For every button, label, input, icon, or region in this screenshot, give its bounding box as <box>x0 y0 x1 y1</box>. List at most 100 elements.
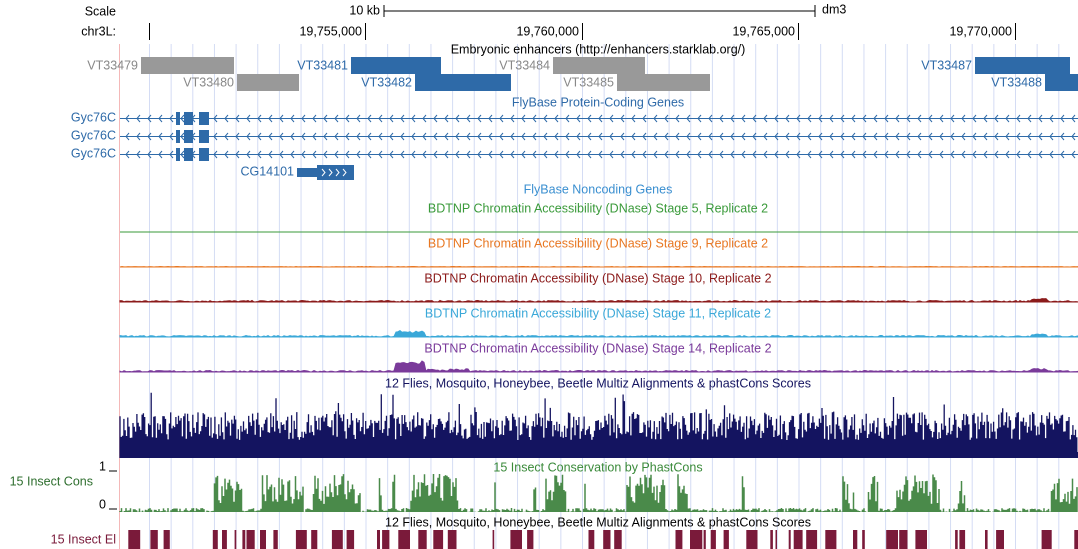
element <box>1041 530 1052 549</box>
exon <box>199 130 209 143</box>
grid <box>149 44 1060 549</box>
exon <box>176 112 180 125</box>
element <box>377 530 380 549</box>
track-title: BDTNP Chromatin Accessibility (DNase) St… <box>424 271 771 285</box>
enhancer <box>1045 74 1078 91</box>
exon <box>184 112 193 125</box>
enhancer <box>415 74 511 91</box>
exon <box>199 148 209 161</box>
element <box>242 530 246 549</box>
element <box>985 530 988 549</box>
enhancer <box>553 57 645 74</box>
track-title: 12 Flies, Mosquito, Honeybee, Beetle Mul… <box>385 376 811 390</box>
signal <box>119 298 1078 303</box>
element <box>806 530 818 549</box>
element <box>492 530 495 549</box>
track-title: BDTNP Chromatin Accessibility (DNase) St… <box>428 236 768 250</box>
element <box>788 530 791 549</box>
element <box>853 530 858 549</box>
element <box>398 530 410 549</box>
enhancer-label: VT33488 <box>991 75 1042 89</box>
enhancer <box>351 57 441 74</box>
track-title: 12 Flies, Mosquito, Honeybee, Beetle Mul… <box>385 515 811 529</box>
element <box>273 530 278 549</box>
track-label: 15 Insect El <box>51 532 116 546</box>
enhancer-label: VT33479 <box>87 58 138 72</box>
scale-size: 10 kb <box>349 3 380 17</box>
element <box>234 530 237 549</box>
element <box>770 530 773 549</box>
strand-arrows <box>321 168 347 177</box>
scale-label: Scale <box>85 4 116 18</box>
element <box>447 530 457 549</box>
element <box>150 530 158 549</box>
track-title: 15 Insect Conservation by PhastCons <box>493 460 702 474</box>
element <box>163 530 170 549</box>
element <box>955 530 958 549</box>
gene-line <box>120 132 1078 141</box>
enhancer-label: VT33481 <box>297 58 348 72</box>
gene-line <box>120 114 1078 123</box>
scale-bar <box>383 5 816 17</box>
element <box>675 530 683 549</box>
scale-min: 0 <box>99 497 106 511</box>
element <box>886 530 898 549</box>
element <box>212 530 218 549</box>
element <box>746 530 758 549</box>
track-title: BDTNP Chromatin Accessibility (DNase) St… <box>424 341 771 355</box>
element <box>331 530 343 549</box>
enhancer <box>975 57 1070 74</box>
signal <box>119 360 1078 373</box>
element <box>346 530 355 549</box>
exon <box>184 148 193 161</box>
enhancer <box>141 57 234 74</box>
element <box>510 530 522 549</box>
chrom-label: chr3L: <box>81 24 116 38</box>
assembly: dm3 <box>822 2 846 16</box>
exon <box>176 148 180 161</box>
element <box>588 530 595 549</box>
element <box>260 530 266 549</box>
scale-max: 1 <box>99 459 106 473</box>
element <box>311 530 318 549</box>
track-label: 15 Insect Cons <box>10 474 93 488</box>
element <box>246 530 255 549</box>
ruler-label: 19,760,000 <box>516 24 579 38</box>
exon <box>184 130 193 143</box>
gene-label: Gyc76C <box>71 128 116 142</box>
element <box>382 530 390 549</box>
element <box>996 530 1004 549</box>
ruler-label: 19,765,000 <box>732 24 795 38</box>
element <box>418 530 427 549</box>
element <box>295 530 307 549</box>
element <box>825 530 837 549</box>
multiz-base <box>120 452 1078 458</box>
exon <box>199 112 209 125</box>
element <box>959 530 966 549</box>
signal <box>119 265 1078 268</box>
element <box>128 530 141 549</box>
track-title: BDTNP Chromatin Accessibility (DNase) St… <box>425 306 771 320</box>
element <box>793 530 803 549</box>
gene-label: Gyc76C <box>71 146 116 160</box>
enhancer-label: VT33480 <box>183 75 234 89</box>
track-title: Embryonic enhancers (http://enhancers.st… <box>451 42 746 56</box>
exon <box>317 165 354 180</box>
gene-line <box>120 150 1078 159</box>
multiz-bars <box>119 392 1078 458</box>
element <box>899 530 908 549</box>
gene-label: CG14101 <box>240 164 294 178</box>
ruler-label: 19,755,000 <box>299 24 362 38</box>
element <box>603 530 611 549</box>
phastcons-bars <box>119 474 1078 512</box>
element <box>703 530 706 549</box>
scale-ticks <box>109 470 117 510</box>
enhancer-label: VT33485 <box>563 75 614 89</box>
element <box>222 530 227 549</box>
element <box>723 530 729 549</box>
element <box>433 530 444 549</box>
element <box>527 530 534 549</box>
element <box>775 530 777 549</box>
enhancer-label: VT33487 <box>921 58 972 72</box>
